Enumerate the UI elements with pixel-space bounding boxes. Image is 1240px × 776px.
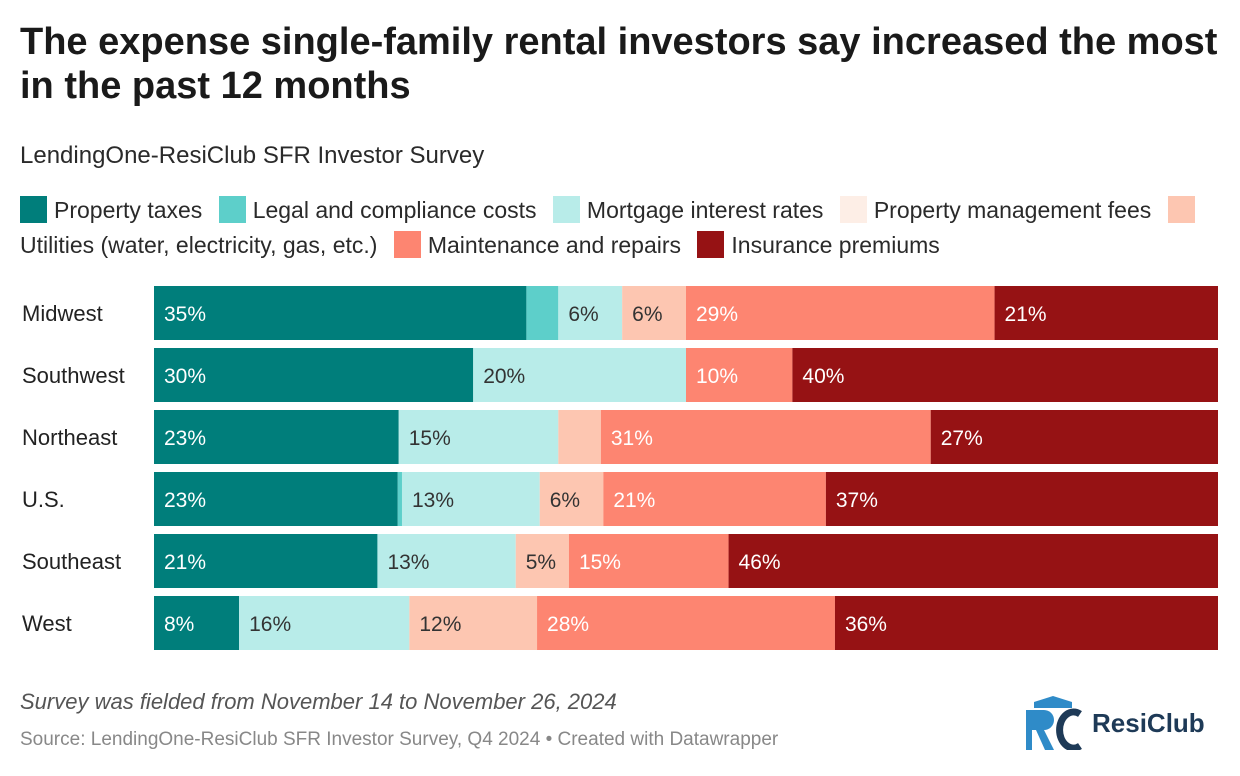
resiclub-logo-icon	[1026, 696, 1082, 750]
legend-label: Maintenance and repairs	[427, 232, 682, 258]
bar-segment	[154, 286, 527, 340]
bar-segment	[154, 472, 398, 526]
data-label: 23%	[164, 489, 206, 512]
data-label: 6%	[568, 303, 598, 326]
data-label: 23%	[164, 427, 206, 450]
legend-item-legal: Legal and compliance costs	[218, 196, 537, 223]
bar-segment	[397, 472, 402, 526]
bar-segment	[515, 534, 569, 588]
data-label: 36%	[845, 613, 887, 636]
legend-label: Mortgage interest rates	[586, 197, 824, 223]
data-label: 30%	[164, 365, 206, 388]
data-label: 35%	[164, 303, 206, 326]
bar-segment	[994, 286, 1218, 340]
data-label: 13%	[412, 489, 454, 512]
data-label: 21%	[613, 489, 655, 512]
legend-swatch	[697, 231, 725, 258]
legend-label: Legal and compliance costs	[252, 197, 537, 223]
bar-segment	[539, 472, 604, 526]
bar-segment	[239, 596, 410, 650]
survey-note: Survey was fielded from November 14 to N…	[20, 689, 617, 714]
bar-segment	[409, 596, 538, 650]
data-label: 21%	[164, 551, 206, 574]
legend-label: Property taxes	[54, 197, 203, 223]
bar-segment	[930, 410, 1218, 464]
data-label: 5%	[526, 551, 556, 574]
legend-label: Property management fees	[873, 197, 1152, 223]
bar-segment	[825, 472, 1218, 526]
bar-segment	[686, 286, 995, 340]
legend-item-property-taxes: Property taxes	[20, 196, 203, 223]
bar-segment	[398, 410, 559, 464]
bar-segment	[154, 410, 399, 464]
legend-swatch	[20, 196, 47, 223]
data-label: 10%	[696, 365, 738, 388]
data-label: 27%	[941, 427, 983, 450]
data-label: 15%	[579, 551, 621, 574]
source-line: Source: LendingOne-ResiClub SFR Investor…	[20, 729, 779, 750]
legend-item-insurance: Insurance premiums	[697, 231, 940, 258]
chart-subtitle: LendingOne-ResiClub SFR Investor Survey	[20, 142, 485, 169]
category-label: Northeast	[22, 425, 117, 450]
bar-segment	[154, 534, 378, 588]
category-label: Southwest	[22, 363, 125, 388]
legend-item-maintenance: Maintenance and repairs	[393, 231, 682, 258]
bar-segment	[568, 534, 729, 588]
bar-segment	[401, 472, 540, 526]
data-label: 31%	[611, 427, 653, 450]
chart-title: The expense single-family rental investo…	[20, 21, 1218, 107]
bar-segment	[603, 472, 826, 526]
legend-swatch	[839, 196, 867, 223]
bar-segment	[154, 348, 474, 402]
data-label: 8%	[164, 613, 194, 636]
bar-segment	[600, 410, 931, 464]
legend-label: Insurance premiums	[731, 232, 940, 258]
data-label: 6%	[550, 489, 580, 512]
data-label: 29%	[696, 303, 738, 326]
data-label: 15%	[409, 427, 451, 450]
bar-segment	[154, 596, 240, 650]
data-label: 13%	[387, 551, 429, 574]
legend-label: Utilities (water, electricity, gas, etc.…	[20, 232, 378, 258]
stacked-bar-chart: Midwest 35% 6% 6% 29% 21% Southwest 30% 20% 10% 40…	[22, 286, 1218, 650]
legend-item-mortgage: Mortgage interest rates	[552, 196, 824, 223]
data-label: 46%	[739, 551, 781, 574]
bar-segment	[834, 596, 1218, 650]
legend-swatch	[393, 231, 421, 258]
legend-swatch	[1167, 196, 1195, 223]
bar-segment	[558, 410, 601, 464]
data-label: 6%	[632, 303, 662, 326]
bar-segment	[686, 348, 793, 402]
bar-segment	[728, 534, 1218, 588]
resiclub-logo-text: ResiClub	[1092, 707, 1205, 738]
bar-segment	[377, 534, 516, 588]
bar-segment	[622, 286, 686, 340]
bar-segment	[558, 286, 623, 340]
data-label: 37%	[836, 489, 878, 512]
data-label: 40%	[802, 365, 844, 388]
legend: Property taxes Legal and compliance cost…	[20, 193, 1225, 263]
legend-item-property-management: Property management fees	[839, 196, 1152, 223]
data-label: 16%	[249, 613, 291, 636]
resiclub-logo: ResiClub	[1024, 696, 1205, 750]
data-label: 12%	[419, 613, 461, 636]
category-label: Midwest	[22, 301, 103, 326]
bar-segment	[473, 348, 686, 402]
bar-segment	[526, 286, 559, 340]
data-label: 20%	[483, 365, 525, 388]
bar-segment	[792, 348, 1218, 402]
data-label: 28%	[547, 613, 589, 636]
data-label: 21%	[1005, 303, 1047, 326]
category-label: West	[22, 611, 72, 636]
legend-swatch	[552, 196, 580, 223]
category-label: U.S.	[22, 487, 65, 512]
legend-item-utilities: Utilities (water, electricity, gas, etc.…	[20, 196, 1202, 258]
category-label: Southeast	[22, 549, 121, 574]
bar-segment	[537, 596, 835, 650]
legend-swatch	[218, 196, 246, 223]
